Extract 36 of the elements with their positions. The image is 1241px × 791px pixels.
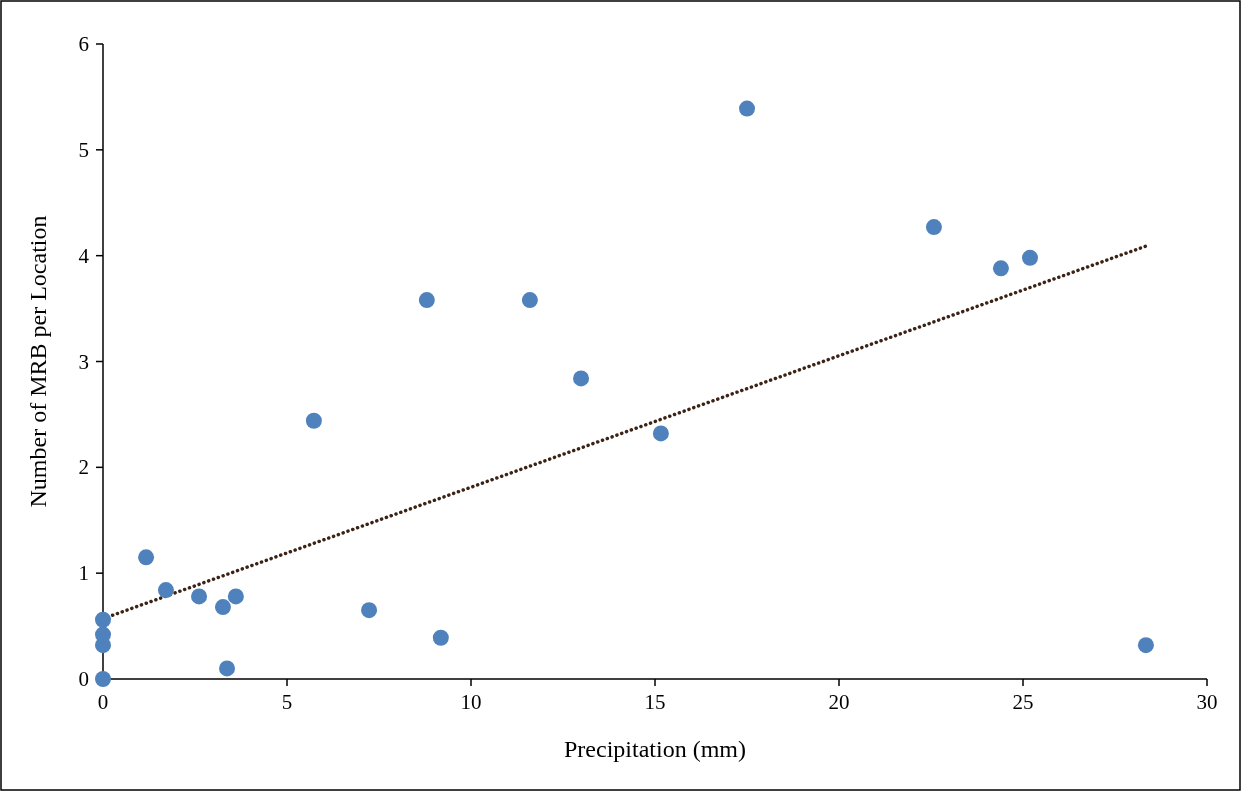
point xyxy=(361,602,378,619)
point xyxy=(1137,637,1154,654)
point xyxy=(95,611,111,628)
x-tick-label: 5 xyxy=(281,690,293,714)
point xyxy=(992,260,1009,277)
y-tick-label: 0 xyxy=(78,667,89,691)
point xyxy=(652,425,669,442)
y-tick-label: 5 xyxy=(78,137,89,162)
point xyxy=(739,100,755,117)
y-tick-label: 1 xyxy=(78,561,89,586)
y-tick-label: 6 xyxy=(78,32,89,56)
point xyxy=(418,292,435,309)
y-tick-label: 3 xyxy=(78,349,89,374)
x-tick-label: 10 xyxy=(460,690,482,714)
point xyxy=(432,629,449,646)
y-tick-label: 4 xyxy=(78,243,90,268)
y-axis-title: Number of MRB per Location xyxy=(25,215,51,508)
x-tick-label: 15 xyxy=(644,690,666,714)
point xyxy=(138,549,155,566)
point xyxy=(1021,249,1038,266)
x-tick-label: 25 xyxy=(1012,690,1034,714)
x-tick-label: 20 xyxy=(828,690,850,714)
x-tick-label: 0 xyxy=(97,690,109,714)
point xyxy=(925,219,942,236)
point xyxy=(219,660,236,677)
y-tick-label: 2 xyxy=(78,455,89,480)
point xyxy=(305,412,322,429)
point xyxy=(214,599,231,616)
x-tick-label: 30 xyxy=(1196,690,1218,714)
point xyxy=(95,671,111,687)
point xyxy=(227,588,244,605)
point xyxy=(573,370,590,387)
point xyxy=(157,582,174,599)
point xyxy=(191,588,208,605)
x-axis-title: Precipitation (mm) xyxy=(564,736,746,762)
point xyxy=(521,292,538,309)
